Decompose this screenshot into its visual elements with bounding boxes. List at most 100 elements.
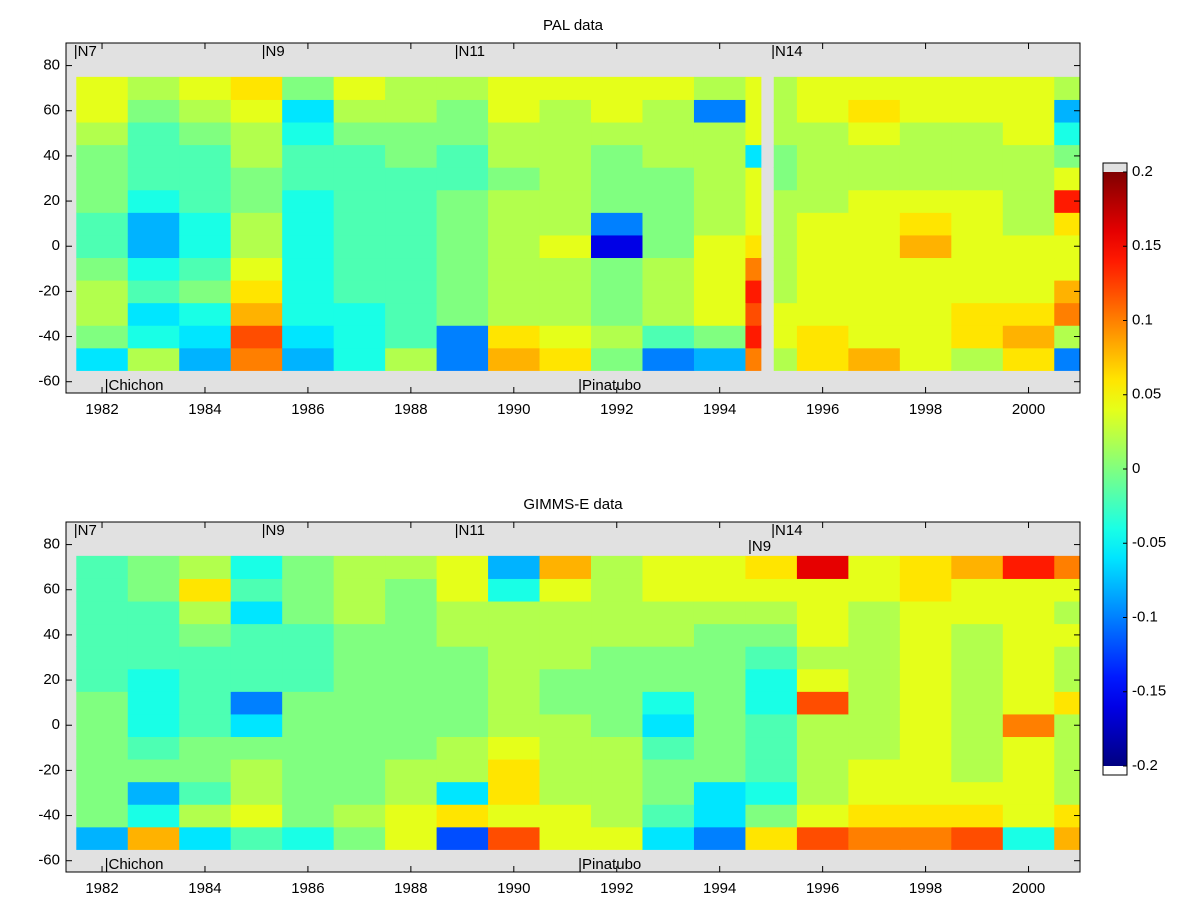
- heat-cell: [76, 189, 129, 213]
- y-tick-label: 80: [43, 57, 60, 74]
- x-tick-label: 1982: [85, 401, 118, 418]
- heat-cell: [127, 759, 180, 783]
- heat-cell: [951, 189, 1004, 213]
- heat-cell: [796, 668, 849, 692]
- heat-cell: [488, 668, 541, 692]
- heat-cell: [333, 347, 386, 371]
- heat-cell: [693, 646, 746, 670]
- heat-cell: [333, 212, 386, 236]
- heat-cell: [230, 189, 283, 213]
- heat-cell: [693, 759, 746, 783]
- heat-cell: [848, 736, 901, 760]
- heat-cell: [1002, 555, 1055, 579]
- heat-cell: [899, 325, 952, 349]
- heat-cell: [230, 713, 283, 738]
- heat-cell: [539, 144, 592, 168]
- heat-cell: [899, 804, 952, 828]
- heat-cell: [951, 804, 1004, 828]
- heat-cell: [282, 826, 335, 850]
- heat-cell: [591, 325, 643, 349]
- colorbar-tick-label: 0.2: [1132, 163, 1153, 180]
- heat-cell: [76, 347, 129, 371]
- heat-cell: [76, 668, 129, 692]
- heat-cell: [385, 781, 438, 805]
- heat-cell: [76, 212, 129, 236]
- heat-cell: [179, 280, 232, 304]
- heat-cell: [591, 167, 643, 191]
- heat-cell: [591, 646, 643, 670]
- heat-cell: [436, 302, 489, 326]
- heat-cell: [1054, 601, 1081, 625]
- heat-cell: [796, 826, 849, 850]
- heat-cell: [76, 302, 129, 326]
- heat-cell: [333, 76, 386, 100]
- heat-cell: [848, 144, 901, 168]
- heat-cell: [642, 781, 695, 805]
- heat-cell: [591, 759, 643, 783]
- heat-cell: [230, 347, 283, 371]
- colorbar-tick-label: -0.05: [1132, 534, 1166, 551]
- heat-cell: [179, 122, 232, 146]
- heat-cell: [436, 234, 489, 259]
- heat-cell: [642, 804, 695, 828]
- heat-cell: [76, 99, 129, 123]
- heat-cell: [796, 601, 849, 625]
- heat-cell: [230, 280, 283, 304]
- y-tick-label: -20: [38, 761, 60, 778]
- heat-cell: [848, 555, 901, 579]
- heat-cell: [385, 555, 438, 579]
- heat-cell: [488, 578, 541, 602]
- heat-cell: [642, 578, 695, 602]
- heat-cell: [436, 623, 489, 647]
- heat-cell: [899, 826, 952, 850]
- x-tick-label: 1984: [188, 880, 221, 897]
- heat-cell: [333, 601, 386, 625]
- heat-cell: [488, 144, 541, 168]
- heat-cell: [76, 623, 129, 647]
- heat-cell: [488, 623, 541, 647]
- heat-cell: [127, 691, 180, 715]
- heat-cell: [951, 302, 1004, 326]
- heat-cell: [773, 122, 798, 146]
- heat-cell: [385, 99, 438, 123]
- heat-cell: [745, 76, 762, 100]
- heat-cell: [773, 212, 798, 236]
- heat-cell: [127, 234, 180, 259]
- heat-cell: [951, 122, 1004, 146]
- heat-cell: [1054, 167, 1081, 191]
- heat-cell: [127, 646, 180, 670]
- heat-cell: [1054, 212, 1081, 236]
- heat-cell: [642, 623, 695, 647]
- heat-cell: [539, 555, 592, 579]
- heat-cell: [1054, 826, 1081, 850]
- heat-cell: [282, 76, 335, 100]
- heat-cell: [745, 302, 762, 326]
- annotation: |N14: [771, 522, 802, 539]
- heat-cell: [333, 736, 386, 760]
- heat-cell: [1002, 804, 1055, 828]
- annotation: |Pinatubo: [578, 377, 641, 394]
- heat-cell: [773, 280, 798, 304]
- heat-cell: [1002, 668, 1055, 692]
- x-tick-label: 1996: [806, 401, 839, 418]
- heat-cell: [127, 668, 180, 692]
- heat-cell: [436, 691, 489, 715]
- heat-cell: [796, 736, 849, 760]
- heat-cell: [951, 691, 1004, 715]
- heat-cell: [539, 76, 592, 100]
- heat-cell: [179, 167, 232, 191]
- heat-cell: [642, 99, 695, 123]
- heat-cell: [693, 302, 746, 326]
- heat-cell: [1054, 623, 1081, 647]
- heat-cell: [127, 325, 180, 349]
- y-tick-label: -40: [38, 807, 60, 824]
- heat-cell: [951, 759, 1004, 783]
- annotation: |N9: [262, 43, 285, 60]
- heat-cell: [796, 122, 849, 146]
- heat-cell: [796, 781, 849, 805]
- heat-cell: [179, 578, 232, 602]
- heat-cell: [333, 713, 386, 738]
- heat-cell: [333, 234, 386, 259]
- heat-cell: [179, 759, 232, 783]
- heat-cell: [899, 623, 952, 647]
